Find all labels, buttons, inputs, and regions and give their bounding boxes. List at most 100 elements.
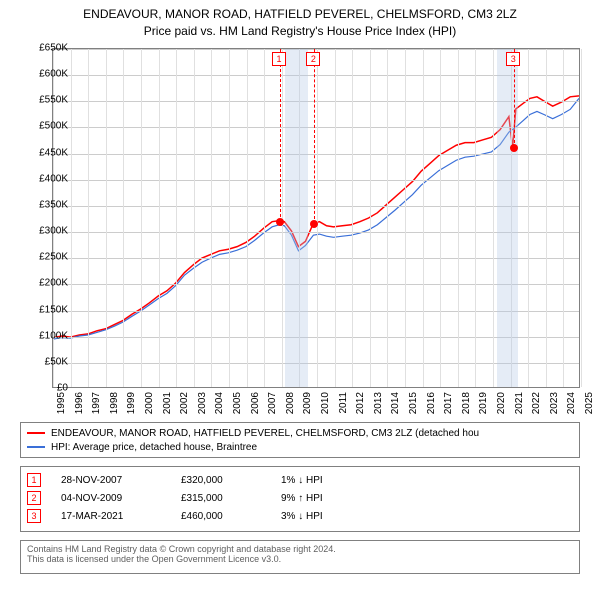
gridline-v — [317, 49, 318, 387]
gridline-v — [264, 49, 265, 387]
gridline-v — [141, 49, 142, 387]
transaction-marker: 2 — [27, 491, 41, 505]
y-axis-label: £300K — [28, 226, 68, 237]
gridline-v — [387, 49, 388, 387]
transaction-price: £320,000 — [181, 475, 261, 486]
footer-line-2: This data is licensed under the Open Gov… — [27, 554, 573, 564]
gridline-v — [159, 49, 160, 387]
y-axis-label: £600K — [28, 69, 68, 80]
legend-row: ENDEAVOUR, MANOR ROAD, HATFIELD PEVEREL,… — [27, 426, 573, 440]
marker-box-1: 1 — [272, 52, 286, 66]
legend-label: ENDEAVOUR, MANOR ROAD, HATFIELD PEVEREL,… — [51, 428, 479, 439]
transaction-hpi: 9% ↑ HPI — [281, 493, 381, 504]
marker-box-3: 3 — [506, 52, 520, 66]
gridline-v — [528, 49, 529, 387]
title-line-1: ENDEAVOUR, MANOR ROAD, HATFIELD PEVEREL,… — [0, 6, 600, 23]
gridline-v — [71, 49, 72, 387]
transaction-hpi: 3% ↓ HPI — [281, 511, 381, 522]
chart-area — [52, 48, 580, 388]
y-axis-label: £200K — [28, 278, 68, 289]
gridline-v — [423, 49, 424, 387]
x-axis-label: 2008 — [285, 392, 296, 420]
gridline-v — [106, 49, 107, 387]
x-axis-label: 2005 — [232, 392, 243, 420]
x-axis-label: 2024 — [566, 392, 577, 420]
gridline-v — [563, 49, 564, 387]
x-axis-label: 1995 — [56, 392, 67, 420]
marker-dot-1 — [276, 218, 284, 226]
page-container: ENDEAVOUR, MANOR ROAD, HATFIELD PEVEREL,… — [0, 0, 600, 590]
transaction-hpi: 1% ↓ HPI — [281, 475, 381, 486]
legend-label: HPI: Average price, detached house, Brai… — [51, 442, 257, 453]
gridline-v — [493, 49, 494, 387]
y-axis-label: £400K — [28, 173, 68, 184]
x-axis-label: 2021 — [514, 392, 525, 420]
y-axis-label: £350K — [28, 199, 68, 210]
y-axis-label: £550K — [28, 95, 68, 106]
gridline-v — [335, 49, 336, 387]
marker-line-1 — [280, 49, 281, 222]
gridline-v — [176, 49, 177, 387]
gridline-v — [440, 49, 441, 387]
x-axis-label: 2006 — [250, 392, 261, 420]
legend-box: ENDEAVOUR, MANOR ROAD, HATFIELD PEVEREL,… — [20, 422, 580, 458]
x-axis-label: 2019 — [478, 392, 489, 420]
gridline-v — [458, 49, 459, 387]
marker-line-2 — [314, 49, 315, 224]
x-axis-label: 2025 — [584, 392, 595, 420]
y-axis-label: £150K — [28, 304, 68, 315]
x-axis-label: 2002 — [179, 392, 190, 420]
legend-swatch — [27, 432, 45, 434]
recession-band — [285, 49, 308, 387]
gridline-v — [546, 49, 547, 387]
gridline-v — [405, 49, 406, 387]
x-axis-label: 2009 — [302, 392, 313, 420]
y-axis-label: £650K — [28, 43, 68, 54]
gridline-v — [370, 49, 371, 387]
transaction-price: £460,000 — [181, 511, 261, 522]
x-axis-label: 2018 — [461, 392, 472, 420]
gridline-v — [475, 49, 476, 387]
x-axis-label: 2013 — [373, 392, 384, 420]
footer-box: Contains HM Land Registry data © Crown c… — [20, 540, 580, 574]
gridline-v — [211, 49, 212, 387]
x-axis-label: 2012 — [355, 392, 366, 420]
x-axis-label: 2003 — [197, 392, 208, 420]
gridline-v — [352, 49, 353, 387]
x-axis-label: 2010 — [320, 392, 331, 420]
marker-dot-2 — [310, 220, 318, 228]
x-axis-label: 1998 — [109, 392, 120, 420]
transactions-box: 128-NOV-2007£320,0001% ↓ HPI204-NOV-2009… — [20, 466, 580, 532]
y-axis-label: £250K — [28, 252, 68, 263]
y-axis-label: £100K — [28, 330, 68, 341]
x-axis-label: 1997 — [91, 392, 102, 420]
x-axis-label: 2011 — [338, 392, 349, 420]
legend-swatch — [27, 446, 45, 448]
footer-line-1: Contains HM Land Registry data © Crown c… — [27, 544, 573, 554]
x-axis-label: 2015 — [408, 392, 419, 420]
x-axis-label: 2023 — [549, 392, 560, 420]
y-axis-label: £500K — [28, 121, 68, 132]
x-axis-label: 2001 — [162, 392, 173, 420]
transaction-marker: 1 — [27, 473, 41, 487]
transaction-date: 28-NOV-2007 — [61, 475, 161, 486]
gridline-v — [123, 49, 124, 387]
gridline-v — [247, 49, 248, 387]
x-axis-label: 1999 — [126, 392, 137, 420]
legend-row: HPI: Average price, detached house, Brai… — [27, 440, 573, 454]
x-axis-label: 2016 — [426, 392, 437, 420]
x-axis-label: 2000 — [144, 392, 155, 420]
y-axis-label: £450K — [28, 147, 68, 158]
transaction-marker: 3 — [27, 509, 41, 523]
transaction-price: £315,000 — [181, 493, 261, 504]
x-axis-label: 1996 — [74, 392, 85, 420]
title-block: ENDEAVOUR, MANOR ROAD, HATFIELD PEVEREL,… — [0, 0, 600, 40]
gridline-v — [88, 49, 89, 387]
gridline-v — [194, 49, 195, 387]
transaction-row: 204-NOV-2009£315,0009% ↑ HPI — [27, 489, 573, 507]
x-axis-label: 2017 — [443, 392, 454, 420]
y-axis-label: £50K — [28, 356, 68, 367]
gridline-v — [581, 49, 582, 387]
x-axis-label: 2007 — [267, 392, 278, 420]
title-line-2: Price paid vs. HM Land Registry's House … — [0, 23, 600, 40]
